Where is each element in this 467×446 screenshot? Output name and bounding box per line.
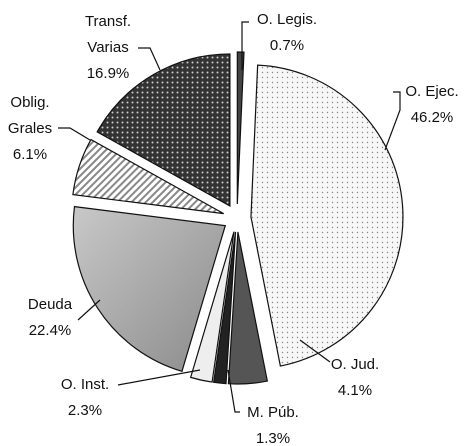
leader-line bbox=[227, 369, 240, 413]
value-label: 1.3% bbox=[256, 430, 290, 446]
value-label: 22.4% bbox=[29, 322, 72, 339]
slice-label: Deuda bbox=[28, 296, 73, 313]
slice-label: O. Jud. bbox=[331, 356, 379, 373]
leader-line bbox=[77, 299, 101, 321]
value-label: 16.9% bbox=[87, 65, 130, 82]
leader-line bbox=[117, 369, 201, 386]
pie-slice bbox=[236, 51, 245, 205]
slice-label: Transf. bbox=[85, 13, 131, 30]
leader-line bbox=[241, 21, 249, 70]
pie-slice bbox=[72, 205, 227, 373]
slice-label: Varias bbox=[87, 39, 128, 56]
pie-slice bbox=[72, 138, 224, 215]
slice-label: O. Inst. bbox=[61, 376, 109, 393]
pie-slice bbox=[96, 53, 231, 207]
value-label: 0.7% bbox=[270, 37, 304, 54]
value-label: 4.1% bbox=[338, 382, 372, 399]
leader-line bbox=[58, 127, 91, 141]
pie-slice bbox=[227, 231, 269, 385]
slice-label: O. Ejec. bbox=[405, 83, 458, 100]
slice-label: O. Legis. bbox=[257, 11, 317, 28]
pie-slice bbox=[212, 231, 237, 385]
slice-label: Grales bbox=[8, 120, 52, 137]
value-label: 6.1% bbox=[13, 146, 47, 163]
pie-slice bbox=[189, 231, 235, 383]
leader-line bbox=[299, 339, 331, 363]
slice-label: Oblig. bbox=[10, 94, 49, 111]
leader-line bbox=[384, 91, 401, 151]
value-label: 2.3% bbox=[68, 402, 102, 419]
leader-line bbox=[138, 47, 161, 71]
value-label: 46.2% bbox=[411, 109, 454, 126]
slice-label: M. Púb. bbox=[247, 404, 299, 421]
pie-slice bbox=[250, 64, 404, 367]
